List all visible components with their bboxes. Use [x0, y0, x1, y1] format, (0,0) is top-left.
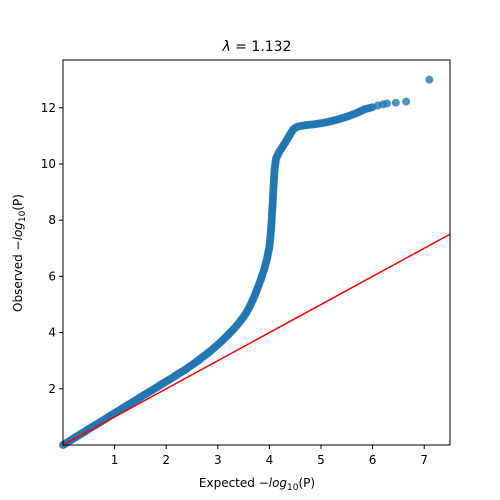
data-point — [391, 98, 400, 107]
y-tick-label: 10 — [41, 157, 56, 171]
x-tick-label: 5 — [317, 453, 325, 467]
y-axis-ticks: 2 4 6 8 10 12 — [41, 101, 63, 396]
y-tick-label: 4 — [48, 326, 56, 340]
x-axis-label: Expected −log10(P) — [199, 476, 315, 493]
x-tick-label: 7 — [420, 453, 428, 467]
chart-title: λ = 1.132 — [221, 39, 291, 55]
x-tick-label: 1 — [111, 453, 119, 467]
axes-frame — [62, 59, 451, 446]
plot-area — [63, 60, 450, 445]
reference-line-group — [62, 233, 451, 446]
data-point — [425, 75, 434, 84]
x-tick-label: 2 — [162, 453, 170, 467]
data-points — [59, 75, 434, 449]
data-point — [402, 97, 411, 106]
data-point — [383, 99, 392, 108]
reference-line — [62, 233, 451, 446]
x-tick-label: 3 — [214, 453, 222, 467]
y-axis-label: Observed −log10(P) — [11, 194, 28, 312]
y-tick-label: 2 — [48, 382, 56, 396]
x-tick-label: 4 — [266, 453, 274, 467]
y-tick-label: 6 — [48, 269, 56, 283]
x-tick-label: 6 — [369, 453, 377, 467]
y-tick-label: 12 — [41, 101, 56, 115]
y-tick-label: 8 — [48, 213, 56, 227]
x-axis-ticks: 1 2 3 4 5 6 7 — [111, 445, 428, 467]
